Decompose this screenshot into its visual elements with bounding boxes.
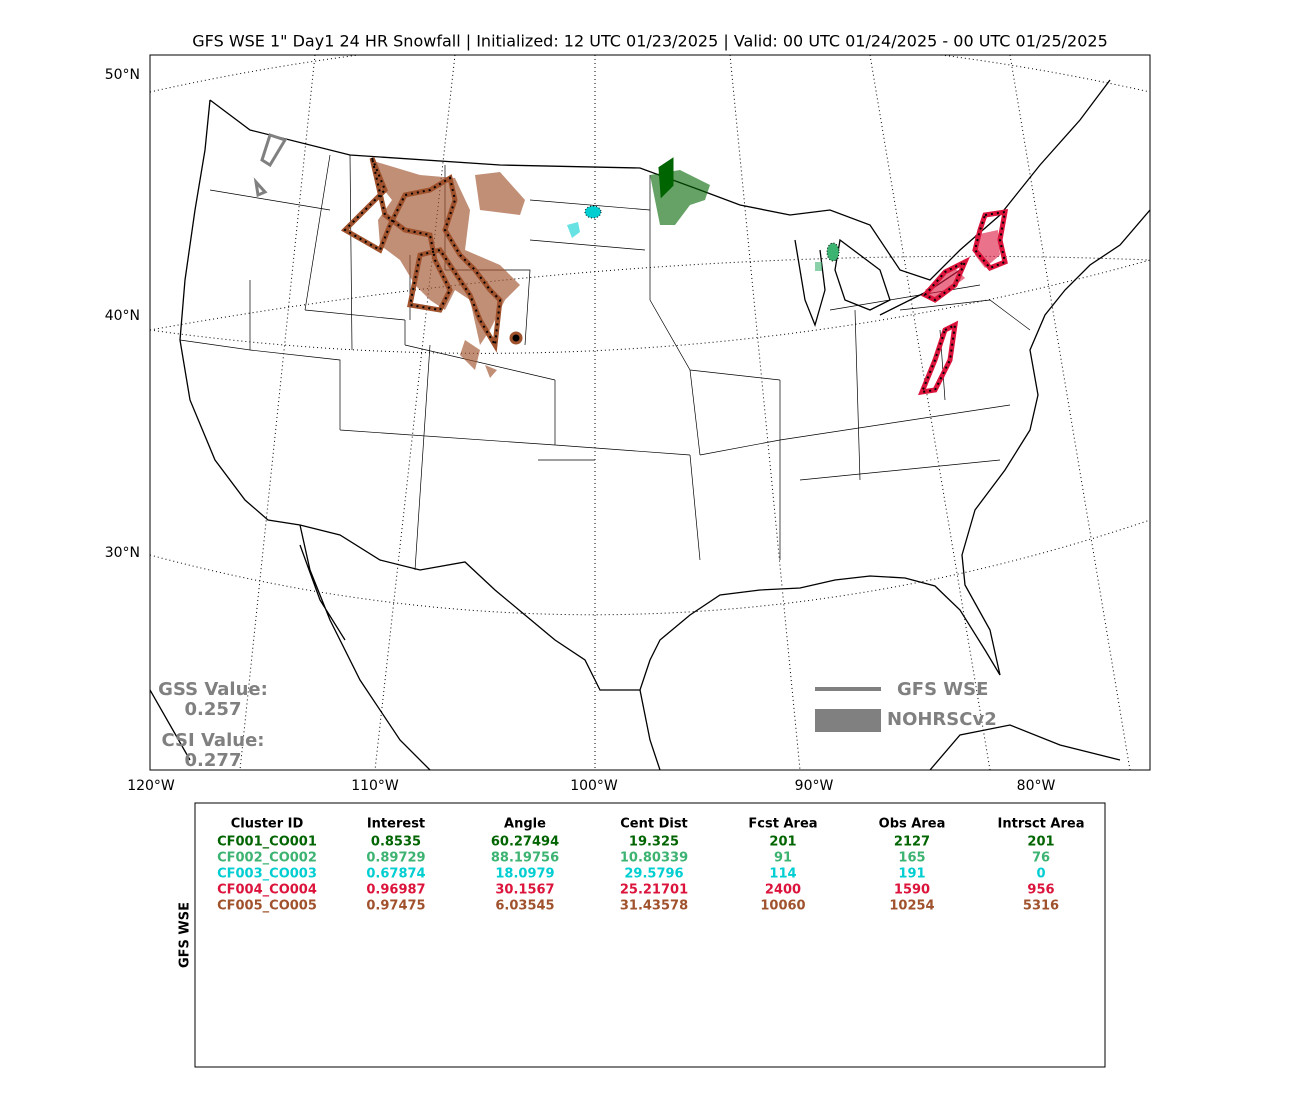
- table-cell: 10060: [760, 899, 805, 914]
- table-header: Angle: [504, 817, 546, 832]
- table-cell: CF002_CO002: [217, 851, 317, 866]
- table-cell: 88.19756: [491, 851, 559, 866]
- table-cell: 18.0979: [495, 867, 554, 882]
- score-label: GSS Value:: [158, 679, 268, 700]
- table-cell: 31.43578: [620, 899, 688, 914]
- lat-label: 40°N: [105, 308, 140, 324]
- legend-label: NOHRSCv2: [887, 709, 997, 730]
- map: [149, 54, 1151, 771]
- table-side-label: GFS WSE: [178, 902, 193, 968]
- table-cell: 91: [774, 851, 792, 866]
- legend-label: GFS WSE: [897, 679, 988, 700]
- table-header: Interest: [367, 817, 425, 832]
- table-cell: 30.1567: [495, 883, 554, 898]
- table-frame: [194, 802, 1106, 1068]
- title: GFS WSE 1" Day1 24 HR Snowfall | Initial…: [192, 32, 1108, 51]
- table-cell: CF001_CO001: [217, 835, 317, 850]
- table-header: Fcst Area: [748, 817, 817, 832]
- table-cell: 114: [769, 867, 796, 882]
- table-cell: 6.03545: [495, 899, 554, 914]
- table-header: Cluster ID: [231, 817, 304, 832]
- score-label: CSI Value:: [162, 730, 265, 751]
- table-cell: 201: [1027, 835, 1054, 850]
- cluster-shapes: [253, 133, 1009, 396]
- lat-label: 30°N: [105, 545, 140, 561]
- table-cell: 10254: [889, 899, 934, 914]
- score-value: 0.277: [185, 750, 242, 771]
- lon-label: 120°W: [127, 778, 175, 794]
- lon-label: 110°W: [351, 778, 399, 794]
- table-cell: 1590: [894, 883, 930, 898]
- table-cell: 2400: [765, 883, 801, 898]
- table-cell: 0.8535: [371, 835, 421, 850]
- table-cell: 0.97475: [366, 899, 425, 914]
- table-cell: 2127: [894, 835, 930, 850]
- lon-label: 80°W: [1017, 778, 1056, 794]
- map-frame: [149, 54, 1151, 771]
- mexico-coast: [299, 524, 1121, 770]
- table-cell: 0.89729: [366, 851, 425, 866]
- table-cell: 956: [1027, 883, 1054, 898]
- table-cell: 29.5796: [624, 867, 683, 882]
- table-cell: 19.325: [629, 835, 679, 850]
- table-cell: 0.96987: [366, 883, 425, 898]
- score-value: 0.257: [185, 699, 242, 720]
- state-lines: [179, 154, 1031, 571]
- table-cell: CF005_CO005: [217, 899, 317, 914]
- lat-label: 50°N: [105, 67, 140, 83]
- table-cell: 60.27494: [491, 835, 559, 850]
- coastline: [150, 79, 1150, 761]
- table-cell: 0.67874: [366, 867, 425, 882]
- table-cell: 25.21701: [620, 883, 688, 898]
- lon-label: 90°W: [795, 778, 834, 794]
- table-cell: CF003_CO003: [217, 867, 317, 882]
- table-cell: 165: [898, 851, 925, 866]
- legend-patch: [815, 709, 881, 732]
- table-cell: CF004_CO004: [217, 883, 317, 898]
- table-cell: 76: [1032, 851, 1050, 866]
- lon-label: 100°W: [570, 778, 618, 794]
- table-cell: 201: [769, 835, 796, 850]
- table-header: Cent Dist: [620, 817, 688, 832]
- table-cell: 191: [898, 867, 925, 882]
- table-cell: 5316: [1023, 899, 1059, 914]
- table-header: Obs Area: [879, 817, 946, 832]
- table-cell: 10.80339: [620, 851, 688, 866]
- table-cell: 0: [1036, 867, 1045, 882]
- table-header: Intrsct Area: [998, 817, 1085, 832]
